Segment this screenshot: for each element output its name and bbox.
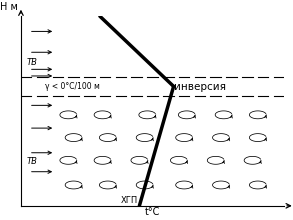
Text: ТВ: ТВ	[26, 58, 37, 67]
Text: γ < 0°С/100 м: γ < 0°С/100 м	[45, 82, 100, 91]
Text: ХГП: ХГП	[121, 196, 138, 205]
Text: H м: H м	[0, 2, 18, 12]
X-axis label: t°C: t°C	[145, 207, 160, 217]
Text: инверсия: инверсия	[173, 82, 226, 92]
Text: ТВ: ТВ	[26, 157, 37, 166]
